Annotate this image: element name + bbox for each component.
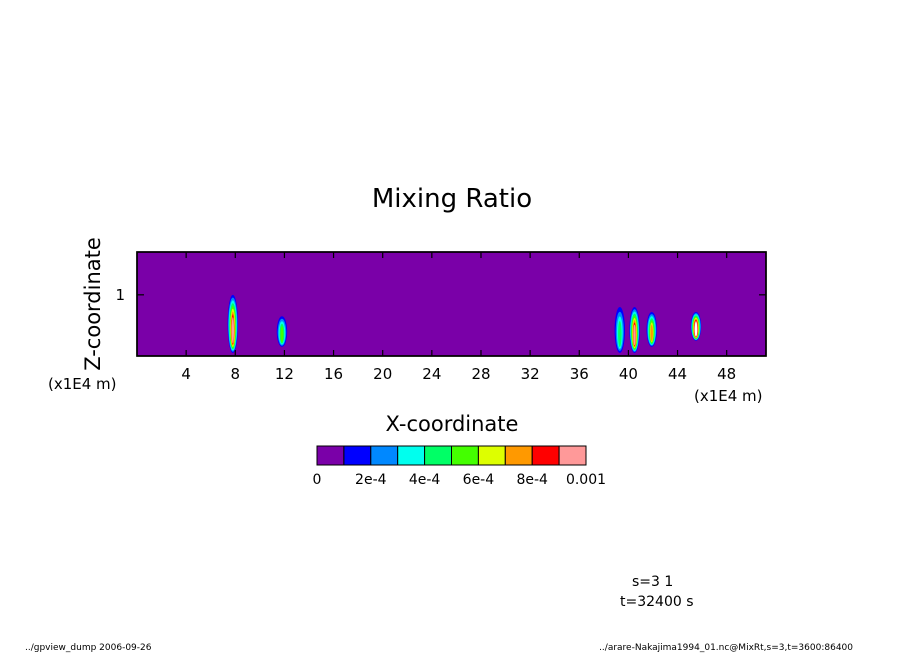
step-annotation: s=3 1 <box>632 574 673 590</box>
colorbar-swatch <box>531 445 560 466</box>
cloud-cell-5-contour-7 <box>650 324 653 342</box>
chart-title: Mixing Ratio <box>372 184 532 214</box>
cloud-cell-2 <box>276 316 288 347</box>
cloud-cell-6 <box>690 311 702 341</box>
x-tick-label: 12 <box>275 365 294 383</box>
colorbar-tick-label: 2e-4 <box>355 472 387 488</box>
colorbar-tick-label: 6e-4 <box>463 472 495 488</box>
x-tick-label: 24 <box>422 365 441 383</box>
colorbar-swatch <box>451 445 479 466</box>
x-axis-label: X-coordinate <box>386 412 519 436</box>
colorbar-tick-label: 8e-4 <box>516 472 548 488</box>
colorbar-tick-label: 4e-4 <box>409 472 441 488</box>
colorbar-swatch <box>558 445 587 466</box>
x-tick-label: 32 <box>521 365 540 383</box>
y-axis-unit: (x1E4 m) <box>48 375 117 393</box>
x-tick-label: 44 <box>668 365 687 383</box>
colorbar-swatch <box>316 445 345 466</box>
colorbar-swatch <box>370 445 399 466</box>
cloud-cell-5 <box>646 311 657 347</box>
x-tick-label: 40 <box>619 365 638 383</box>
mixing-ratio-cells <box>227 294 702 353</box>
cloud-cell-1 <box>227 294 239 353</box>
colorbar-swatch <box>424 445 453 466</box>
cloud-cell-4 <box>629 307 640 353</box>
cloud-cell-4-contour-9 <box>633 324 636 346</box>
cloud-cell-6-contour-11 <box>694 323 698 336</box>
colorbar-swatch <box>477 445 506 466</box>
x-tick-label: 28 <box>471 365 490 383</box>
x-tick-label: 36 <box>570 365 589 383</box>
x-tick-label: 4 <box>181 365 191 383</box>
y-tick-label: 1 <box>115 286 125 304</box>
colorbar-swatch <box>397 445 426 466</box>
x-tick-label: 16 <box>324 365 343 383</box>
cloud-cell-3-contour-4 <box>618 320 622 347</box>
cloud-cell-2-contour-5 <box>280 326 284 343</box>
cloud-cell-3 <box>614 307 626 353</box>
cloud-cell-1-contour-9 <box>231 317 235 344</box>
x-tick-label: 20 <box>373 365 392 383</box>
x-tick-label: 8 <box>231 365 241 383</box>
footer-right: ../arare-Nakajima1994_01.nc@MixRt,s=3,t=… <box>599 643 853 653</box>
plot-area: 4 8 12 16 20 24 28 32 36 40 44 48 1 <box>115 251 767 383</box>
colorbar-swatch <box>504 445 533 466</box>
time-annotation: t=32400 s <box>620 594 694 610</box>
x-axis-unit: (x1E4 m) <box>694 387 763 405</box>
y-axis-label: Z-coordinate <box>81 237 105 371</box>
colorbar-tick-label: 0.001 <box>566 472 606 488</box>
y-axis-ticks: 1 <box>115 286 766 304</box>
x-axis-ticks: 4 8 12 16 20 24 28 32 36 40 44 48 <box>181 252 736 383</box>
colorbar: 0 2e-4 4e-4 6e-4 8e-4 0.001 <box>313 445 606 488</box>
colorbar-tick-label: 0 <box>313 472 322 488</box>
plot-frame <box>136 251 767 357</box>
footer-left: ../gpview_dump 2006-09-26 <box>25 643 152 653</box>
x-tick-label: 48 <box>717 365 736 383</box>
colorbar-swatch <box>343 445 372 466</box>
plot-background <box>136 251 767 357</box>
